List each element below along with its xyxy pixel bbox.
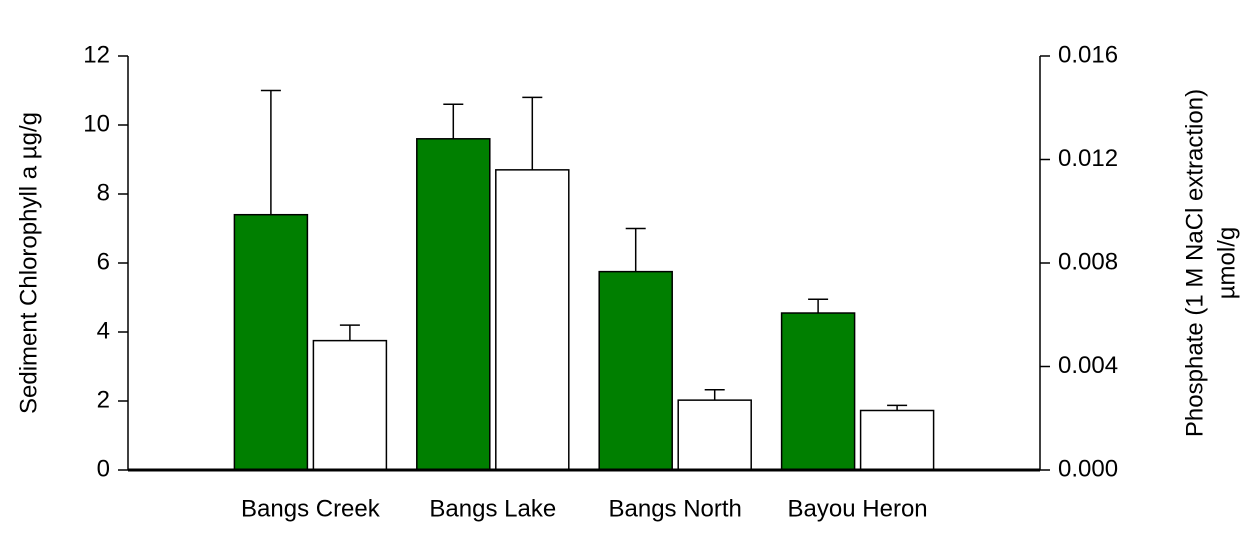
bar — [598, 270, 673, 471]
y2-axis-label: µmol/g — [1213, 227, 1240, 300]
y2-tick-label: 0.008 — [1058, 248, 1118, 275]
x-tick-label: Bangs North — [608, 495, 741, 522]
bar — [312, 339, 388, 471]
y-tick-label: 10 — [83, 110, 110, 137]
y-tick-label: 12 — [83, 41, 110, 68]
bar — [859, 409, 935, 471]
x-tick-label: Bayou Heron — [788, 495, 928, 522]
x-tick-label: Bangs Lake — [429, 495, 556, 522]
bar — [677, 399, 752, 471]
y-tick-label: 8 — [97, 179, 110, 206]
y-tick-label: 0 — [97, 455, 110, 482]
bar — [233, 213, 309, 471]
bar — [416, 138, 491, 471]
y-tick-label: 2 — [97, 386, 110, 413]
bar — [495, 169, 570, 471]
y2-tick-label: 0.000 — [1058, 455, 1118, 482]
y2-tick-label: 0.004 — [1058, 352, 1118, 379]
x-tick-label: Bangs Creek — [241, 495, 381, 522]
y-tick-label: 6 — [97, 248, 110, 275]
bar — [780, 312, 856, 471]
y-tick-label: 4 — [97, 317, 110, 344]
y-axis-label: Sediment Chlorophyll a µg/g — [15, 112, 42, 414]
y2-tick-label: 0.012 — [1058, 145, 1118, 172]
y2-axis-label: Phosphate (1 M NaCl extraction) — [1181, 89, 1208, 437]
y2-tick-label: 0.016 — [1058, 41, 1118, 68]
